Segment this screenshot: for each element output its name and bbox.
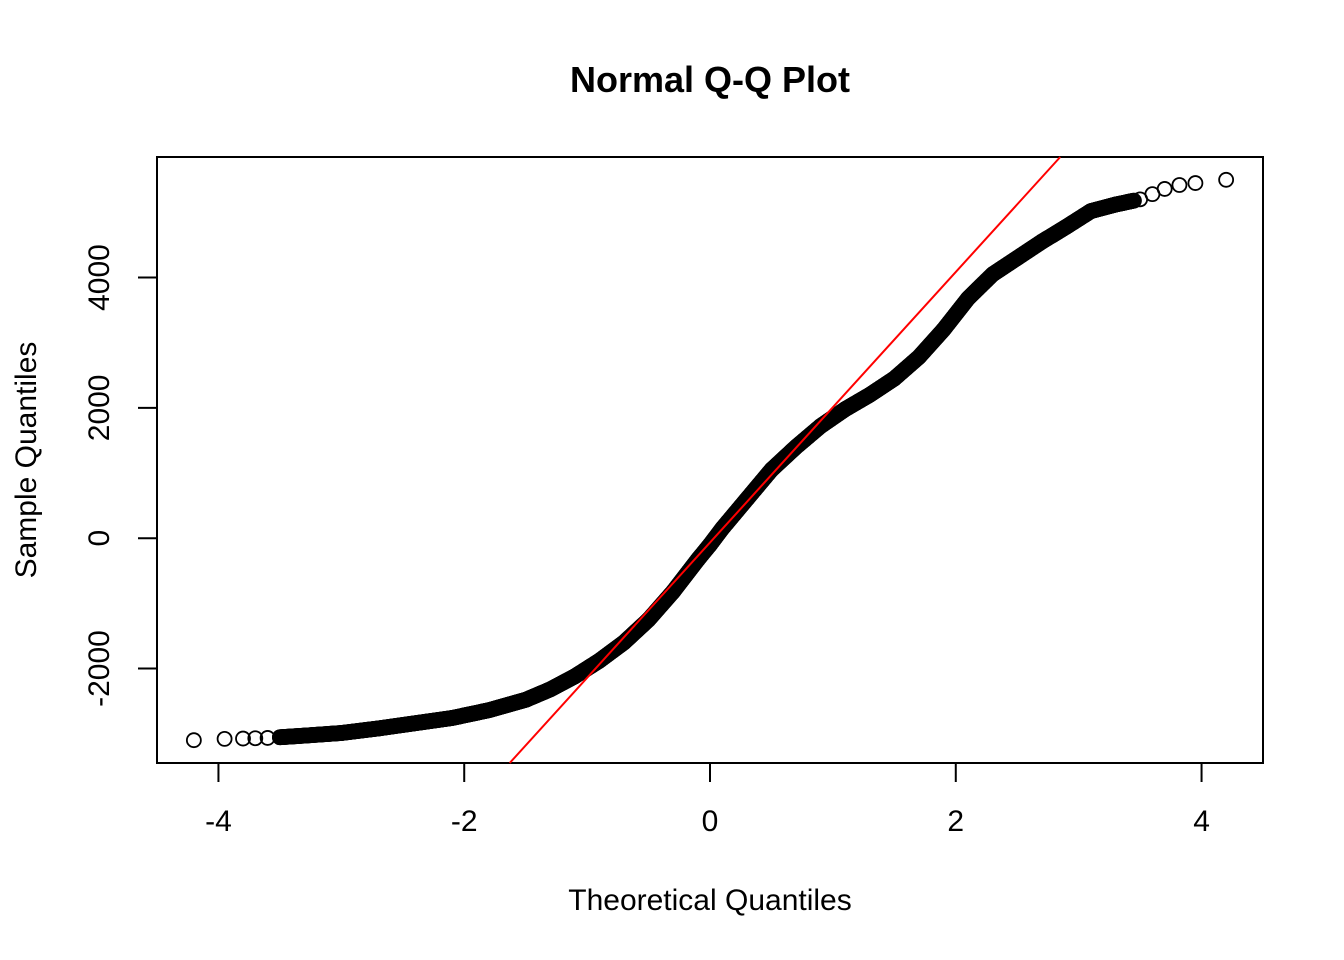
data-point [788, 439, 804, 455]
data-point [517, 691, 534, 708]
sample-point [1126, 192, 1142, 209]
reference-line [508, 156, 1061, 764]
data-point [640, 611, 657, 628]
data-point [1218, 171, 1235, 188]
x-tick-label: 0 [702, 805, 719, 838]
x-axis: -4 -2 0 2 4 [205, 762, 1210, 838]
data-point [1083, 203, 1099, 219]
data-point [216, 730, 233, 747]
x-tick-label: 4 [1193, 805, 1210, 838]
data-point [566, 668, 583, 685]
data-point [1107, 196, 1124, 213]
data-point [542, 681, 559, 698]
data-point [370, 720, 387, 737]
data-point [247, 730, 264, 747]
data-point [812, 418, 829, 435]
x-tick-label: -4 [205, 805, 232, 838]
data-point [259, 730, 276, 746]
data-point [1058, 218, 1075, 235]
data-point [235, 730, 251, 747]
x-axis-label: Theoretical Quantiles [568, 884, 851, 917]
data-point [444, 710, 460, 726]
data-point [702, 536, 718, 553]
plot-frame [156, 156, 1264, 764]
chart-title: Normal Q-Q Plot [570, 59, 850, 100]
x-tick-label: -2 [451, 805, 478, 838]
data-point [911, 349, 927, 365]
data-point [185, 732, 202, 749]
data-point [984, 266, 1001, 283]
data-point [837, 401, 854, 418]
y-tick-label: 4000 [83, 244, 116, 311]
y-axis: -2000 0 2000 4000 [83, 244, 158, 707]
data-point [616, 634, 632, 651]
y-tick-label: 0 [83, 530, 116, 547]
data-point [738, 491, 755, 507]
reference-line-group [508, 156, 1061, 764]
y-axis-label: Sample Quantiles [10, 342, 43, 579]
data-point [407, 715, 423, 732]
data-point [271, 729, 288, 746]
data-point [1033, 233, 1050, 250]
y-tick-label: -2000 [83, 630, 116, 707]
data-point [714, 520, 731, 537]
data-point [1156, 181, 1173, 197]
data-point [333, 725, 350, 741]
data-point [960, 290, 976, 307]
data-point [763, 461, 780, 478]
data-point [591, 652, 608, 669]
data-point [480, 702, 497, 719]
data-point [886, 370, 903, 387]
data-point [1009, 250, 1026, 266]
data-point [1187, 175, 1204, 191]
data-point [1171, 177, 1188, 193]
data-point [296, 727, 313, 744]
data-point [689, 551, 706, 568]
y-tick-label: 2000 [83, 374, 116, 441]
x-tick-label: 2 [947, 805, 964, 838]
data-point [935, 321, 952, 338]
data-point [861, 386, 878, 403]
sample-points [185, 171, 1235, 749]
